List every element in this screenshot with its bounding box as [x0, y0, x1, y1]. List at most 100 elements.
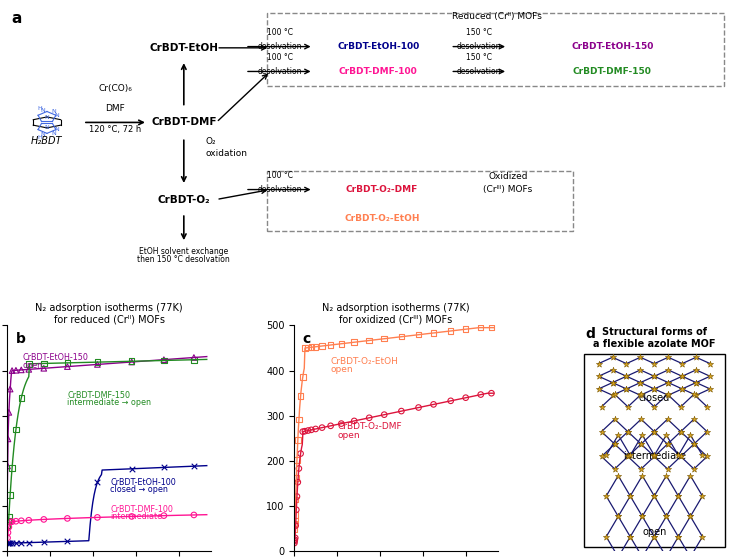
Point: [290, 534, 301, 543]
Point: [297, 373, 309, 382]
Point: [62, 537, 74, 546]
Point: [673, 492, 684, 501]
Point: [4, 539, 16, 548]
Point: [38, 538, 50, 546]
Point: [690, 365, 702, 374]
Point: [10, 539, 22, 548]
Point: [126, 358, 137, 367]
Point: [690, 378, 702, 387]
Point: [673, 532, 684, 541]
Point: [475, 323, 487, 332]
Point: [15, 393, 27, 402]
Point: [690, 378, 702, 387]
Point: [635, 465, 647, 473]
Point: [1, 461, 13, 470]
Point: [2, 528, 14, 537]
Point: [23, 365, 35, 374]
Point: [612, 431, 624, 439]
Point: [662, 378, 674, 387]
Text: 100 °C: 100 °C: [267, 172, 293, 180]
Text: CrBDT-DMF-100: CrBDT-DMF-100: [110, 505, 173, 514]
Point: [188, 462, 200, 471]
Point: [704, 372, 716, 381]
Point: [38, 359, 50, 368]
Point: [475, 390, 487, 399]
Point: [126, 357, 137, 366]
Point: [606, 378, 618, 387]
Text: CrBDT-EtOH-150: CrBDT-EtOH-150: [571, 42, 653, 51]
Point: [297, 427, 309, 436]
Text: Cr(CO)₆: Cr(CO)₆: [98, 84, 132, 94]
Point: [704, 359, 716, 368]
Title: N₂ adsorption isotherms (77K)
for oxidized (Crᴵᴵᴵ) MOFs: N₂ adsorption isotherms (77K) for oxidiz…: [322, 303, 470, 325]
Point: [662, 439, 673, 448]
Point: [661, 431, 673, 439]
Text: EtOH solvent exchange: EtOH solvent exchange: [139, 247, 229, 256]
Point: [15, 539, 27, 548]
Point: [289, 537, 301, 546]
Point: [634, 353, 646, 361]
Point: [592, 359, 604, 368]
Point: [648, 532, 660, 541]
Point: [445, 326, 456, 335]
Text: CrBDT-DMF-150: CrBDT-DMF-150: [68, 390, 130, 400]
Point: [704, 384, 716, 393]
Point: [600, 532, 612, 541]
Point: [675, 452, 686, 461]
Text: closed: closed: [639, 393, 670, 403]
Point: [609, 465, 620, 473]
Point: [661, 471, 673, 480]
Point: [637, 431, 648, 439]
Point: [635, 390, 647, 399]
Point: [648, 372, 660, 381]
Point: [92, 360, 104, 369]
Point: [316, 341, 328, 350]
Text: intermediate: intermediate: [110, 512, 162, 521]
Point: [662, 353, 674, 361]
Point: [395, 332, 407, 341]
Point: [676, 384, 688, 393]
Point: [445, 397, 456, 405]
Point: [10, 517, 22, 526]
Point: [676, 384, 688, 393]
Point: [335, 419, 347, 428]
Point: [625, 451, 637, 460]
Text: (Crᴵᴵᴵ) MOFs: (Crᴵᴵᴵ) MOFs: [484, 184, 533, 194]
Point: [609, 439, 620, 448]
Point: [600, 492, 612, 501]
Text: N: N: [40, 132, 45, 137]
Text: CrBDT-O₂-DMF: CrBDT-O₂-DMF: [337, 422, 401, 431]
FancyBboxPatch shape: [584, 354, 725, 547]
Text: d: d: [585, 326, 595, 340]
Point: [289, 525, 301, 534]
Point: [4, 517, 16, 526]
Point: [675, 427, 686, 436]
Point: [637, 553, 648, 557]
Point: [3, 539, 15, 548]
Point: [612, 512, 624, 521]
Point: [662, 390, 673, 399]
Point: [697, 492, 709, 501]
Point: [299, 344, 311, 353]
Point: [662, 365, 674, 374]
Point: [316, 423, 328, 432]
Point: [648, 492, 660, 501]
Point: [648, 372, 660, 381]
Point: [379, 410, 390, 419]
Point: [609, 415, 620, 424]
Point: [4, 385, 16, 394]
Point: [486, 389, 498, 398]
Point: [292, 478, 304, 487]
Point: [62, 358, 74, 367]
Point: [620, 384, 632, 393]
Point: [289, 535, 301, 544]
Point: [634, 365, 646, 374]
Text: oxidation: oxidation: [205, 149, 248, 158]
Point: [648, 452, 660, 461]
Point: [648, 451, 660, 460]
Point: [676, 372, 688, 381]
Point: [126, 512, 137, 521]
Point: [1, 520, 13, 529]
Point: [188, 355, 200, 364]
Point: [38, 364, 50, 373]
